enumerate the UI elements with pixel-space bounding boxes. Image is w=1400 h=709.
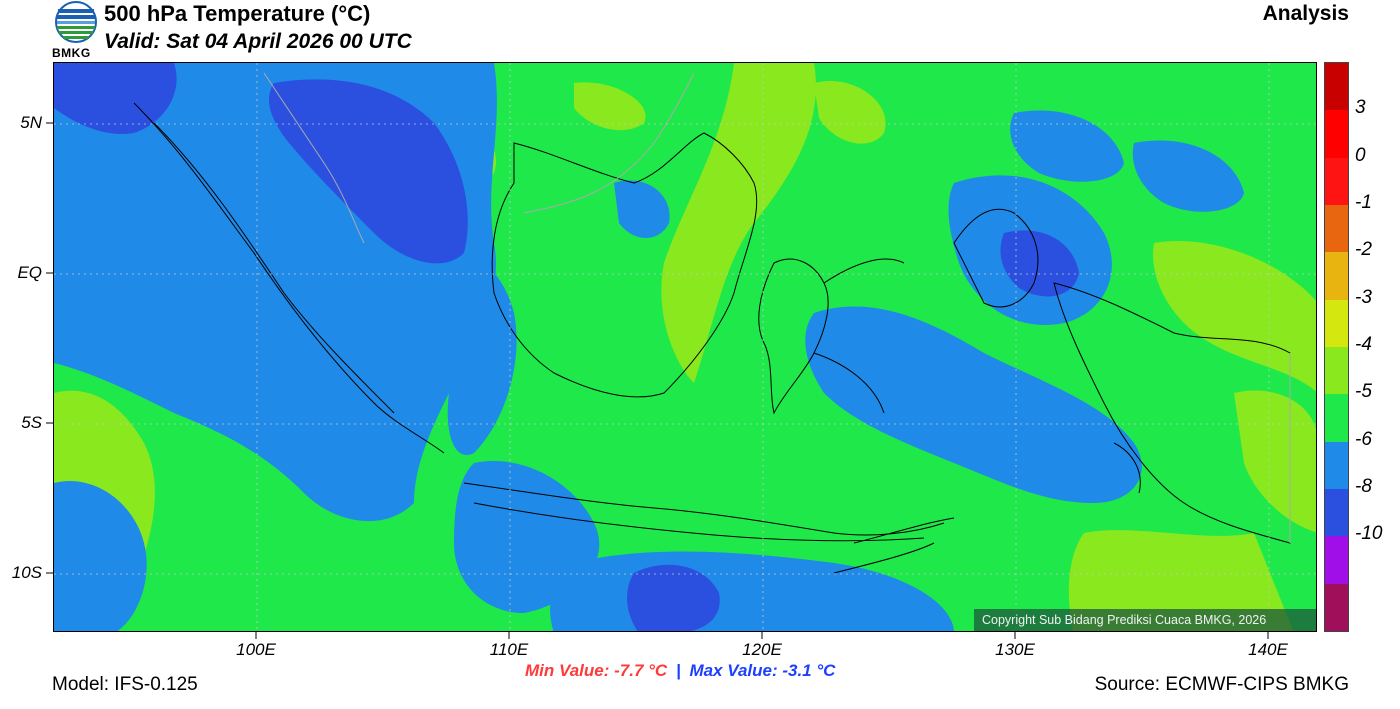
copyright-notice: Copyright Sub Bidang Prediksi Cuaca BMKG…	[974, 609, 1316, 631]
color-legend-segment	[1325, 252, 1348, 301]
color-legend-segment	[1325, 110, 1348, 159]
lon-label-130e: 130E	[995, 640, 1035, 659]
color-legend-segment	[1325, 583, 1348, 632]
color-legend-label: -3	[1355, 286, 1372, 308]
color-legend-segment	[1325, 157, 1348, 206]
color-legend-label: -2	[1355, 239, 1372, 261]
color-legend-label: -8	[1355, 476, 1372, 497]
color-legend-segment	[1325, 536, 1348, 585]
color-legend-label: -1	[1355, 192, 1372, 213]
min-max-values: Min Value: -7.7 °C | Max Value: -3.1 °C	[525, 661, 835, 681]
color-legend-bar	[1324, 62, 1349, 632]
color-legend-label: 3	[1355, 97, 1366, 119]
lat-label-10s: 10S	[11, 563, 42, 582]
map-field	[54, 63, 1316, 631]
coastlines	[133, 102, 1291, 574]
color-legend-segment	[1325, 394, 1348, 443]
temperature-map	[53, 62, 1317, 632]
chart-title: 500 hPa Temperature (°C)	[104, 1, 371, 26]
color-legend-label: -10	[1355, 523, 1383, 545]
color-legend-label: 0	[1355, 144, 1366, 166]
value-separator: |	[675, 661, 681, 680]
color-legend-label: -4	[1355, 334, 1372, 355]
color-legend-segment	[1325, 205, 1348, 253]
source-info: Source: ECMWF-CIPS BMKG	[1094, 674, 1349, 695]
model-info: Model: IFS-0.125	[52, 674, 198, 695]
color-legend-label: -6	[1355, 428, 1372, 450]
lat-label-5s: 5S	[21, 413, 42, 432]
cold-regions	[54, 63, 1079, 631]
color-legend-segment	[1325, 441, 1348, 490]
lon-label-100e: 100E	[236, 640, 276, 659]
color-legend-label: -5	[1355, 381, 1372, 403]
lon-label-110e: 110E	[489, 640, 529, 659]
lon-label-140e: 140E	[1248, 640, 1288, 659]
valid-time: Valid: Sat 04 April 2026 00 UTC	[104, 30, 412, 53]
lon-label-120e: 120E	[742, 640, 782, 659]
min-value: Min Value: -7.7 °C	[525, 661, 668, 680]
color-legend-segment	[1325, 63, 1348, 111]
logo-text: BMKG	[52, 46, 91, 60]
lat-label-5n: 5N	[20, 113, 42, 132]
max-value: Max Value: -3.1 °C	[689, 661, 836, 680]
grid-lines	[54, 63, 1316, 631]
lat-label-eq: EQ	[17, 263, 42, 282]
color-legend-segment	[1325, 299, 1348, 348]
country-borders	[263, 72, 1291, 543]
analysis-label: Analysis	[1262, 2, 1349, 25]
color-legend-segment	[1325, 347, 1348, 395]
color-legend-segment	[1325, 489, 1348, 537]
bmkg-logo	[50, 0, 102, 60]
